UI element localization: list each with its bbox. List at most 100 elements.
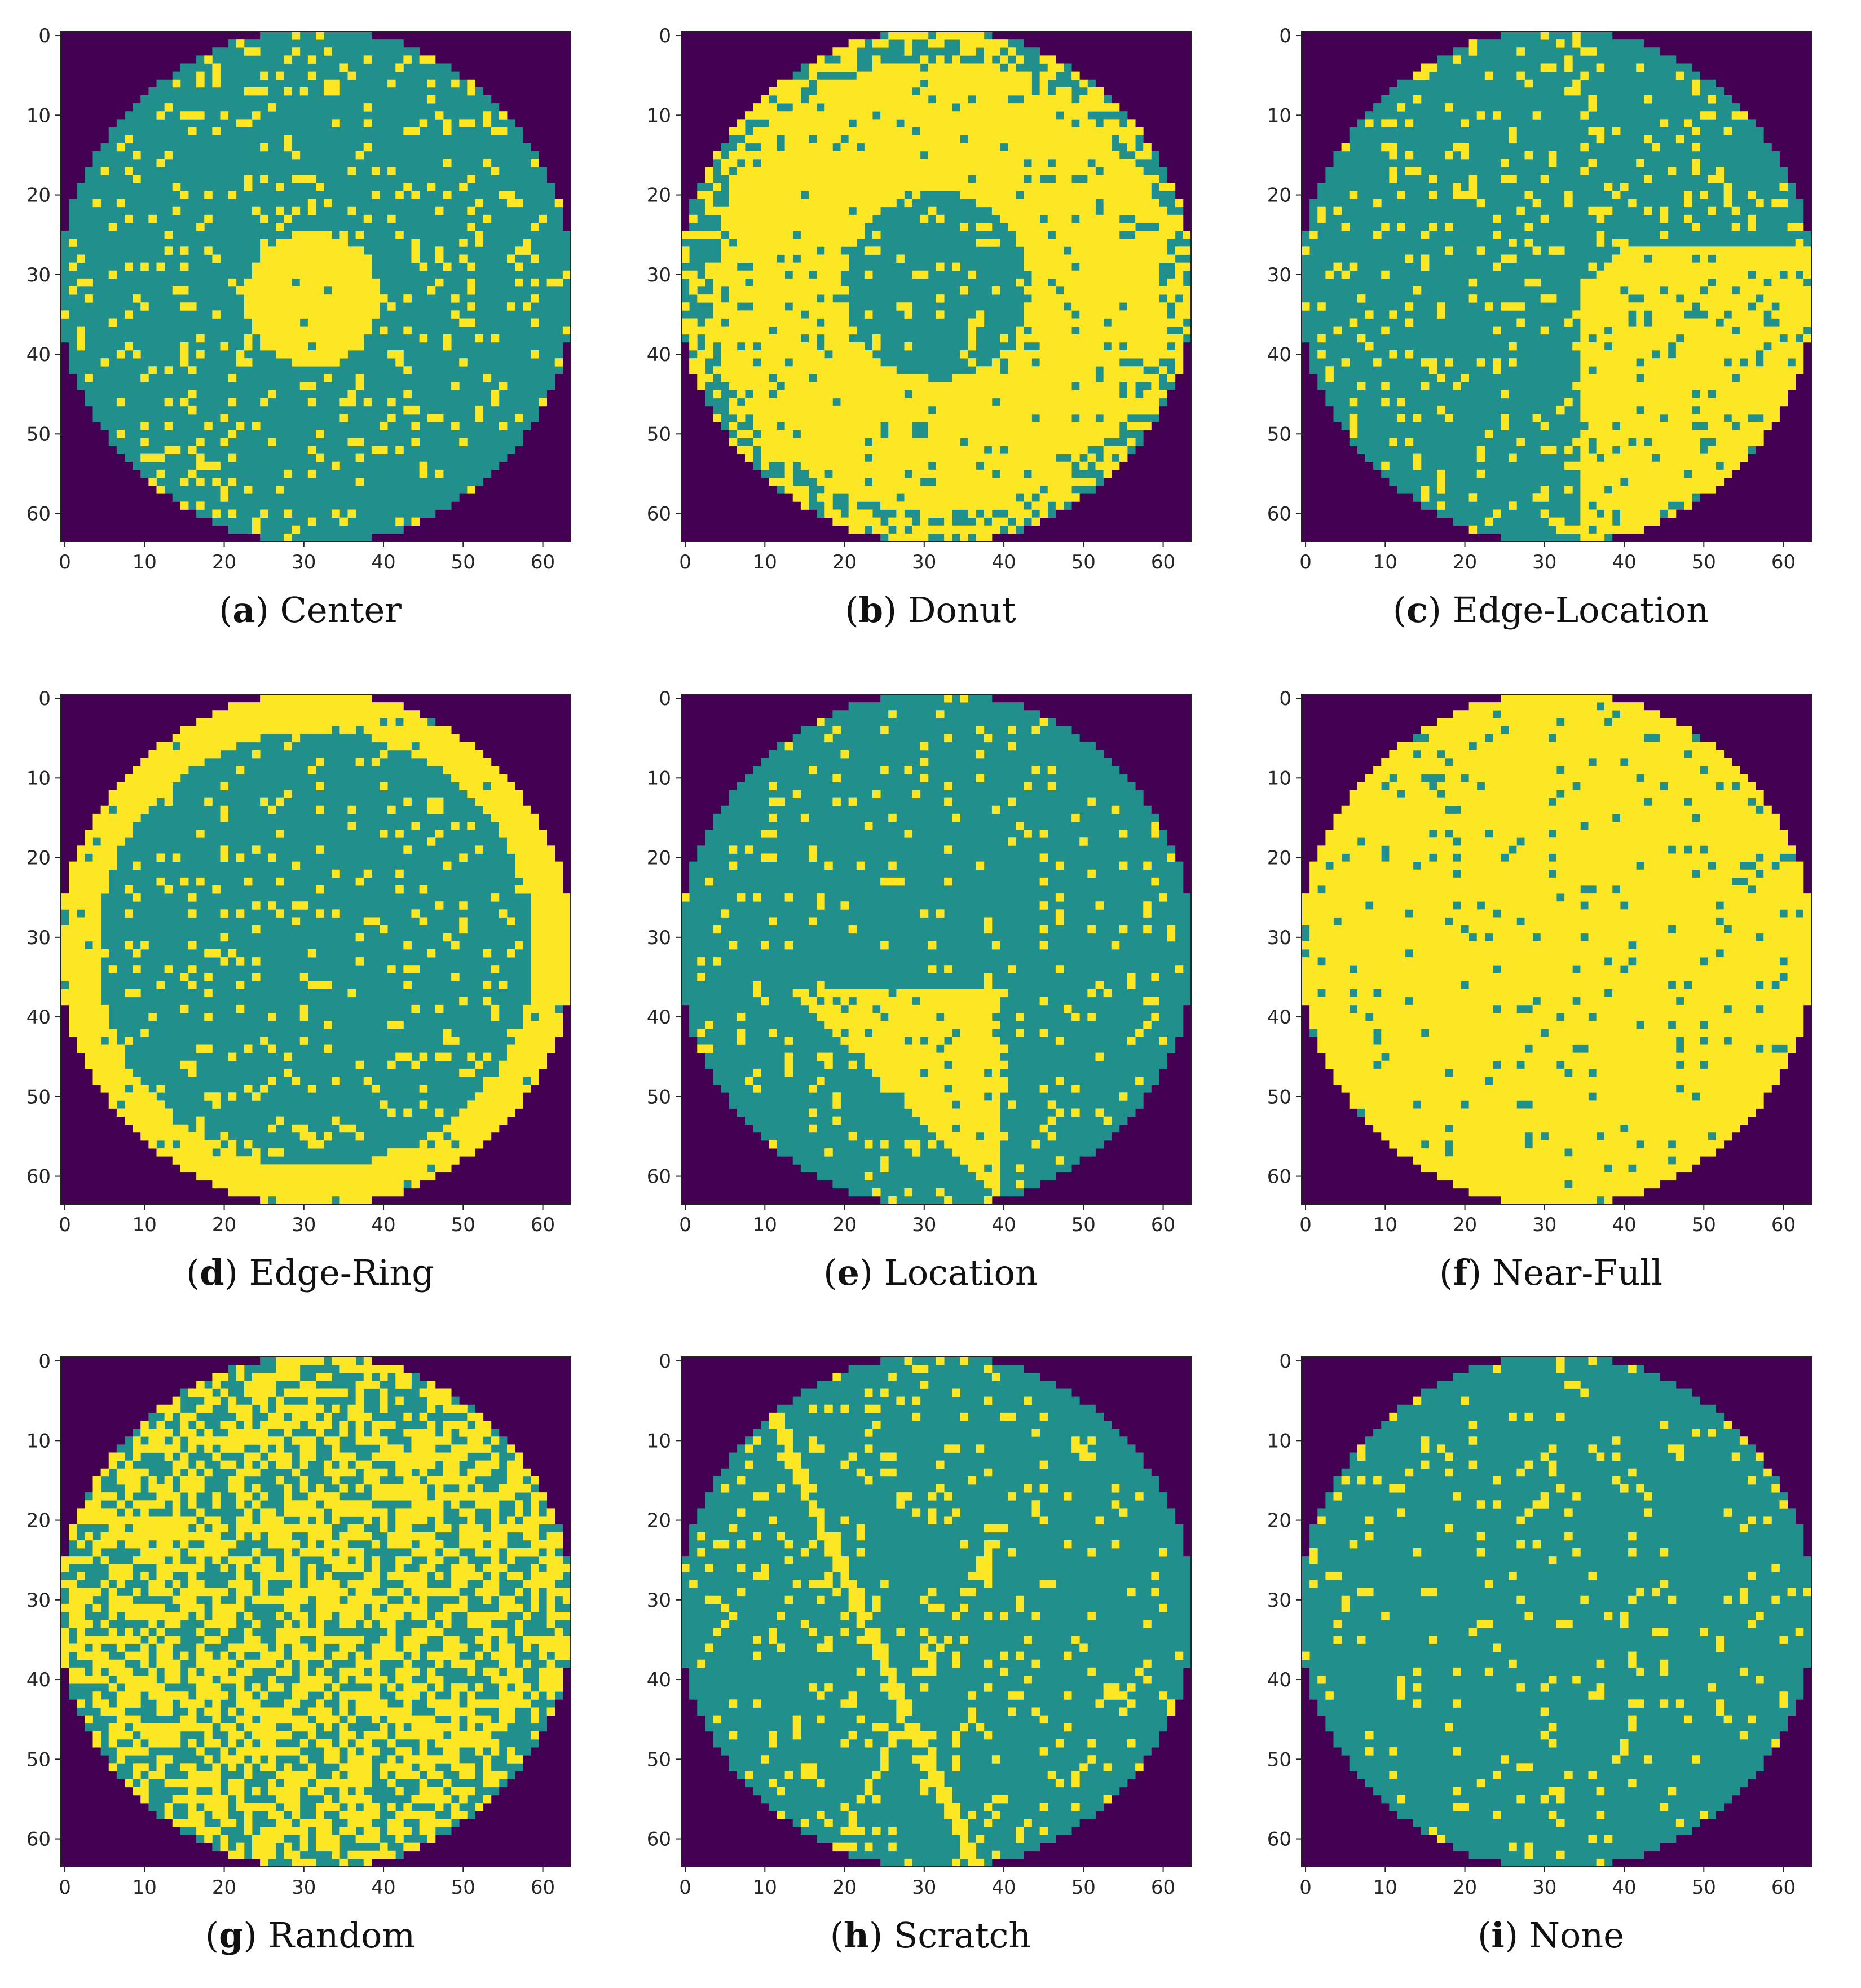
y-tick-label: 60 [27, 1828, 51, 1851]
panel-letter: e [837, 1252, 859, 1293]
y-tick-label: 60 [1267, 1828, 1291, 1851]
defect-die-cells [1302, 694, 1812, 1205]
y-tick-label: 50 [27, 423, 51, 446]
y-tick-label: 0 [659, 687, 671, 710]
y-tick-label: 60 [27, 503, 51, 526]
x-tick-label: 50 [1692, 551, 1716, 574]
wafer-panel-near-full: 0 10 20 30 40 50 60 0 10 20 30 40 50 60 (f) Near-Full [1241, 663, 1861, 1325]
panel-caption: (d) Edge-Ring [186, 1252, 434, 1293]
wafer-map-plot: 0 10 20 30 40 50 60 0 10 20 30 40 50 60 [27, 25, 571, 574]
defect-die-cells [61, 32, 571, 542]
defect-die-cells [681, 32, 1192, 542]
panel-letter: h [843, 1915, 869, 1956]
y-tick-label: 10 [27, 104, 51, 127]
plot-frame [681, 1356, 1192, 1867]
x-tick-label: 0 [1299, 551, 1312, 574]
x-tick-label: 0 [1299, 1214, 1312, 1236]
y-tick-label: 20 [27, 847, 51, 870]
panel-label: Donut [907, 589, 1016, 631]
y-tick-label: 60 [1267, 503, 1291, 526]
y-tick-label: 10 [27, 767, 51, 790]
x-tick-label: 30 [1532, 551, 1556, 574]
x-tick-label: 10 [133, 551, 157, 574]
x-tick-label: 10 [1373, 1214, 1397, 1236]
x-tick-label: 20 [212, 1876, 236, 1899]
y-tick-label: 50 [1267, 423, 1291, 446]
panel-label: None [1529, 1915, 1624, 1956]
x-tick-label: 20 [832, 1214, 857, 1236]
x-tick-label: 40 [991, 551, 1016, 574]
x-tick-label: 30 [912, 551, 936, 574]
panel-label: Scratch [893, 1915, 1031, 1956]
wafer-panel-none: 0 10 20 30 40 50 60 0 10 20 30 40 50 60 (i) None [1241, 1325, 1861, 1988]
x-tick-label: 50 [1071, 551, 1096, 574]
y-tick-label: 10 [647, 1430, 671, 1452]
x-tick-label: 60 [1771, 1214, 1796, 1236]
y-tick-label: 30 [1267, 1589, 1291, 1612]
x-tick-label: 10 [133, 1214, 157, 1236]
wafer-panel-scratch: 0 10 20 30 40 50 60 0 10 20 30 40 50 60 (h) Scratch [620, 1325, 1241, 1988]
x-tick-label: 60 [531, 1214, 555, 1236]
x-tick-label: 10 [753, 551, 777, 574]
x-tick-label: 60 [531, 551, 555, 574]
panel-label: Edge-Ring [249, 1252, 434, 1293]
x-tick-label: 40 [371, 551, 395, 574]
panel-letter: i [1491, 1915, 1505, 1956]
x-tick-label: 50 [1692, 1876, 1716, 1899]
defect-die-cells [61, 694, 571, 1205]
x-tick-label: 60 [1771, 551, 1796, 574]
panel-label: Center [280, 589, 402, 631]
normal-die-cells [1302, 702, 1804, 1205]
defect-die-cells [1302, 32, 1812, 542]
x-tick-label: 50 [1071, 1214, 1096, 1236]
y-tick-label: 40 [27, 1006, 51, 1029]
normal-die-cells [681, 32, 1192, 542]
panel-caption: (h) Scratch [830, 1915, 1031, 1956]
y-tick-label: 30 [27, 927, 51, 949]
panel-caption: (b) Donut [845, 589, 1016, 631]
x-tick-label: 40 [1612, 1876, 1636, 1899]
x-tick-label: 40 [991, 1214, 1016, 1236]
x-tick-label: 20 [212, 1214, 236, 1236]
plot-frame [1301, 31, 1812, 542]
x-tick-label: 40 [1612, 1214, 1636, 1236]
y-tick-label: 40 [27, 1669, 51, 1691]
wafer-map-plot: 0 10 20 30 40 50 60 0 10 20 30 40 50 60 [27, 687, 571, 1236]
plot-frame [681, 31, 1192, 542]
x-tick-label: 10 [753, 1214, 777, 1236]
x-tick-label: 50 [451, 1214, 475, 1236]
y-tick-label: 0 [659, 25, 671, 47]
x-tick-label: 10 [1373, 1876, 1397, 1899]
x-tick-label: 30 [1532, 1214, 1556, 1236]
y-tick-label: 60 [647, 503, 671, 526]
y-tick-label: 20 [27, 1510, 51, 1532]
y-tick-label: 40 [647, 1669, 671, 1691]
normal-die-cells [1302, 32, 1812, 542]
x-tick-label: 20 [1453, 1214, 1477, 1236]
x-tick-label: 20 [1453, 1876, 1477, 1899]
x-tick-label: 40 [371, 1876, 395, 1899]
x-tick-label: 30 [912, 1876, 936, 1899]
y-tick-label: 0 [1279, 1350, 1291, 1373]
x-tick-label: 30 [292, 1876, 316, 1899]
plot-frame [681, 694, 1192, 1205]
x-tick-label: 30 [292, 551, 316, 574]
y-tick-label: 40 [1267, 343, 1291, 366]
x-tick-label: 0 [679, 1876, 691, 1899]
panel-letter: g [219, 1915, 244, 1956]
y-tick-label: 0 [38, 25, 51, 47]
defect-die-cells [61, 1357, 571, 1867]
wafer-panel-edge-ring: 0 10 20 30 40 50 60 0 10 20 30 40 50 60 (d) Edge-Ring [0, 663, 620, 1325]
x-tick-label: 50 [1071, 1876, 1096, 1899]
y-tick-label: 30 [647, 927, 671, 949]
y-tick-label: 40 [647, 343, 671, 366]
x-tick-label: 30 [912, 1214, 936, 1236]
y-tick-label: 20 [647, 184, 671, 207]
y-tick-label: 30 [27, 264, 51, 286]
x-tick-label: 30 [292, 1214, 316, 1236]
normal-die-cells [1302, 1357, 1812, 1867]
wafer-map-plot: 0 10 20 30 40 50 60 0 10 20 30 40 50 60 [1267, 687, 1812, 1236]
x-tick-label: 0 [679, 1214, 691, 1236]
y-tick-label: 0 [1279, 687, 1291, 710]
y-tick-label: 40 [1267, 1669, 1291, 1691]
